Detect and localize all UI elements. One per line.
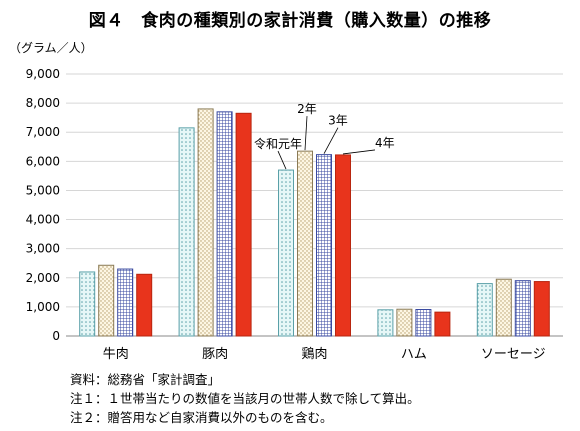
- bar: [197, 108, 214, 337]
- bar: [117, 268, 134, 337]
- footnote-1: 注１：１世帯当たりの数値を当該月の世帯人数で除して算出。: [70, 391, 420, 406]
- x-axis-ticks: 牛肉 豚肉 鶏肉 ハム ソーセージ: [103, 347, 546, 362]
- x-tick-label: 牛肉: [103, 347, 129, 362]
- y-axis-unit-label: （グラム／人）: [9, 41, 93, 55]
- bar: [216, 111, 233, 337]
- bar: [79, 271, 96, 337]
- bar: [178, 127, 195, 337]
- chart-title: 図４ 食肉の種類別の家計消費（購入数量）の推移: [88, 11, 492, 31]
- y-tick-label: 3,000: [26, 242, 60, 256]
- y-tick-label: 2,000: [26, 271, 60, 285]
- footnote-2: 注２：贈答用など自家消費以外のものを含む。: [70, 410, 333, 425]
- bar: [98, 264, 115, 337]
- bar: [297, 150, 313, 337]
- x-tick-label: ハム: [401, 347, 427, 362]
- bar: [136, 273, 153, 337]
- bar: [533, 281, 550, 337]
- y-tick-label: 8,000: [26, 96, 60, 110]
- annotation-leader: [342, 149, 376, 155]
- bar: [415, 309, 432, 337]
- annotation-leader: [323, 127, 339, 154]
- y-tick-label: 6,000: [26, 154, 60, 168]
- bars: [79, 108, 550, 337]
- y-tick-label: 9,000: [26, 67, 60, 81]
- x-tick-label: 鶏肉: [301, 347, 327, 362]
- y-tick-label: 4,000: [26, 213, 60, 227]
- series-label: 令和元年: [254, 136, 302, 151]
- y-tick-label: 7,000: [26, 125, 60, 139]
- bar: [514, 280, 531, 337]
- annotation-leader: [277, 150, 287, 170]
- y-tick-label: 0: [52, 329, 60, 343]
- bar: [316, 154, 332, 337]
- series-label: 3年: [328, 114, 348, 128]
- bar: [235, 112, 252, 337]
- bar: [495, 278, 512, 337]
- bar: [396, 308, 413, 337]
- bar: [476, 283, 493, 337]
- x-tick-label: ソーセージ: [481, 347, 546, 362]
- source-notes: 資料：総務省「家計調査」 注１：１世帯当たりの数値を当該月の世帯人数で除して算出…: [70, 370, 420, 427]
- bar: [377, 309, 394, 337]
- y-tick-label: 1,000: [26, 300, 60, 314]
- bar: [278, 169, 294, 337]
- annotation-leader: [304, 116, 308, 151]
- series-label: 2年: [297, 102, 317, 116]
- series-label: 4年: [375, 136, 395, 150]
- x-tick-label: 豚肉: [202, 347, 228, 362]
- source-note: 資料：総務省「家計調査」: [70, 372, 221, 387]
- y-axis-ticks: 0 1,000 2,000 3,000 4,000 5,000 6,000 7,000 8,00…: [26, 67, 60, 343]
- bar: [335, 154, 351, 337]
- series-annotations: 令和元年 2年 3年 4年: [254, 102, 395, 170]
- y-tick-label: 5,000: [26, 183, 60, 197]
- bar: [434, 311, 451, 337]
- gridlines: [66, 73, 563, 337]
